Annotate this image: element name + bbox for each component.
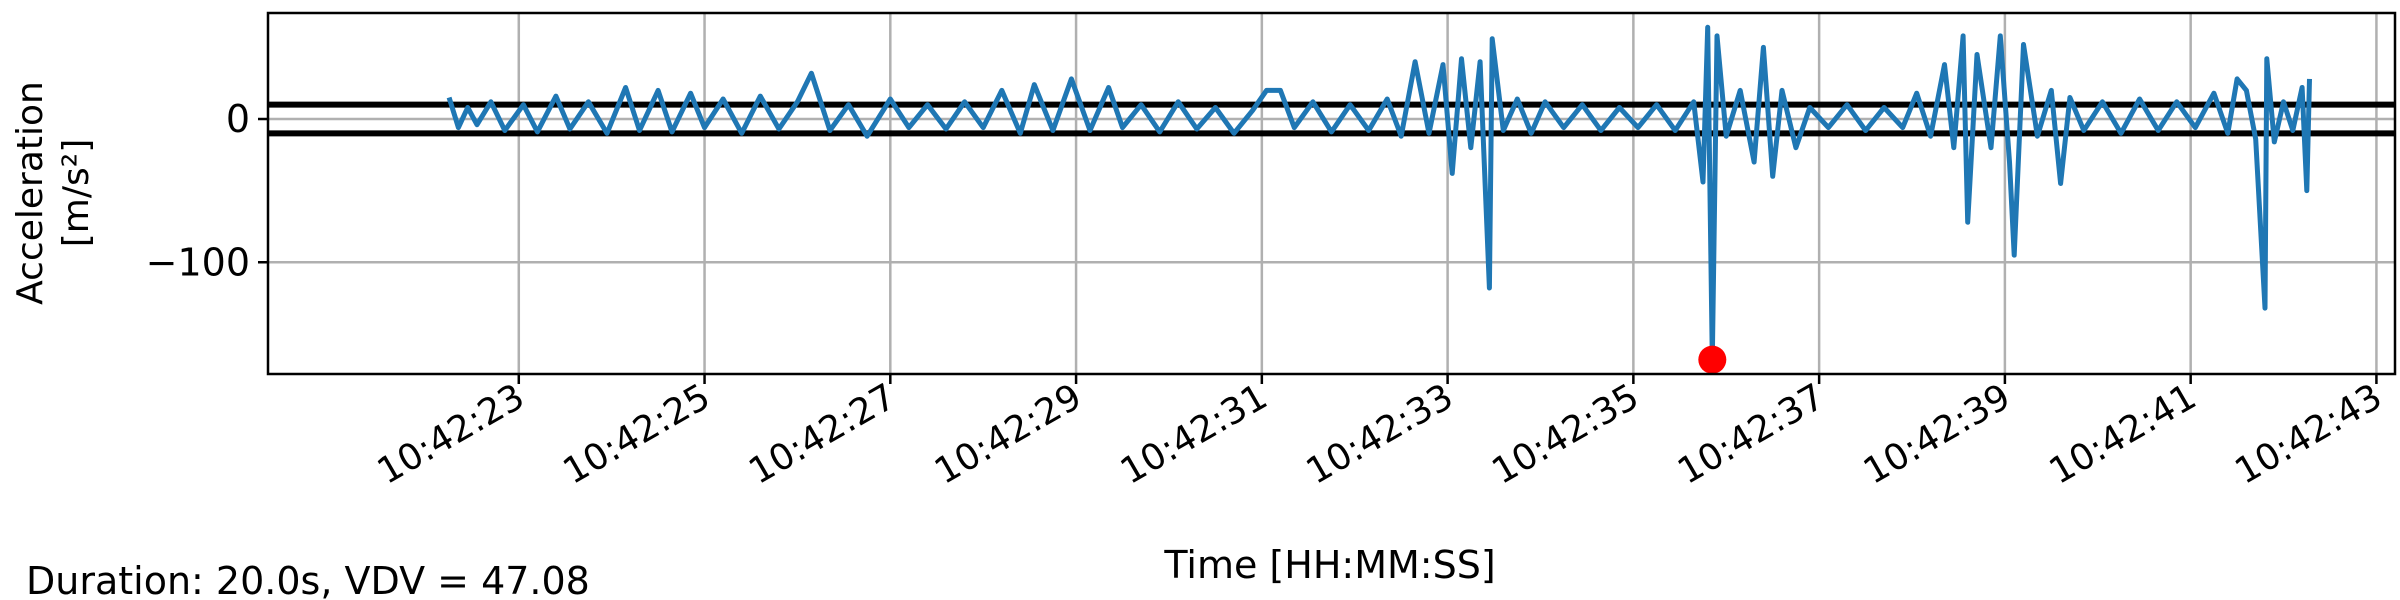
x-tick-label: 10:42:31 — [1114, 376, 1275, 492]
series-line — [446, 24, 2312, 363]
x-tick-label: 10:42:27 — [742, 376, 903, 492]
y-tick-label: 0 — [226, 97, 250, 141]
footer-summary: Duration: 20.0s, VDV = 47.08 — [26, 559, 590, 600]
marker-group — [1698, 345, 1727, 374]
max-point-marker — [1698, 345, 1727, 374]
y-axis-label-line2: [m/s²] — [56, 139, 97, 247]
y-axis-ticks: 0 −100 — [146, 97, 268, 284]
grid-lines — [268, 13, 2395, 374]
x-tick-label: 10:42:43 — [2228, 376, 2389, 492]
x-tick-label: 10:42:35 — [1485, 376, 1646, 492]
x-tick-label: 10:42:41 — [2043, 376, 2204, 492]
series-group — [446, 24, 2312, 363]
x-axis-ticks: 10:42:23 10:42:25 10:42:27 10:42:29 10:42:31… — [371, 374, 2389, 493]
x-tick-label: 10:42:33 — [1300, 376, 1461, 492]
x-axis-label: Time [HH:MM:SS] — [1163, 543, 1495, 587]
x-tick-label: 10:42:37 — [1671, 376, 1832, 492]
x-tick-label: 10:42:39 — [1857, 376, 2018, 492]
plot-frame — [266, 11, 2397, 376]
x-tick-label: 10:42:23 — [371, 376, 532, 492]
y-axis-label-line1: Acceleration — [10, 81, 51, 305]
x-tick-label: 10:42:29 — [928, 376, 1089, 492]
x-tick-label: 10:42:25 — [557, 376, 718, 492]
y-tick-label: −100 — [146, 240, 250, 284]
